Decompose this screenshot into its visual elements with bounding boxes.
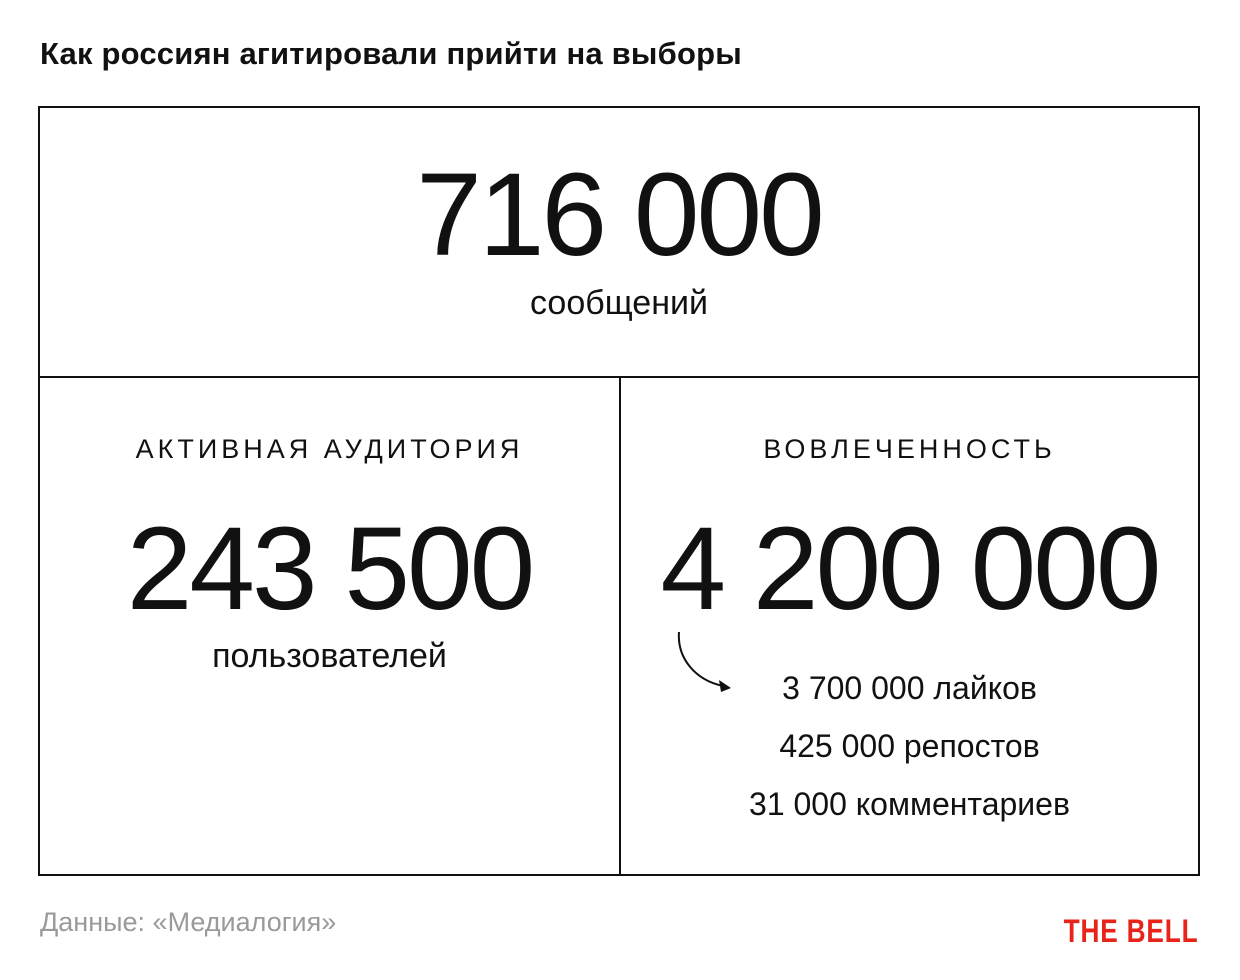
engagement-heading: ВОВЛЕЧЕННОСТЬ — [763, 434, 1056, 464]
messages-label: сообщений — [530, 284, 708, 322]
engagement-count: 4 200 000 — [660, 503, 1162, 635]
messages-count: 716 000 — [416, 149, 825, 281]
audience-heading: АКТИВНАЯ АУДИТОРИЯ — [135, 434, 524, 464]
brand-logo: THE BELL — [1063, 913, 1198, 949]
likes-count: 3 700 000 лайков — [782, 670, 1037, 706]
reposts-count: 425 000 репостов — [779, 728, 1040, 764]
audience-label: пользователей — [212, 637, 447, 675]
curved-arrow-icon — [677, 631, 731, 692]
messages-panel: 716 000 сообщений — [38, 106, 1200, 378]
comments-count: 31 000 комментариев — [749, 786, 1070, 822]
page-title: Как россиян агитировали прийти на выборы — [40, 36, 742, 71]
audience-panel: АКТИВНАЯ АУДИТОРИЯ 243 500 пользователей — [38, 376, 621, 876]
data-source: Данные: «Медиалогия» — [40, 907, 337, 937]
audience-count: 243 500 — [126, 503, 536, 635]
engagement-panel: ВОВЛЕЧЕННОСТЬ 4 200 000 3 700 000 лайков… — [619, 376, 1200, 876]
